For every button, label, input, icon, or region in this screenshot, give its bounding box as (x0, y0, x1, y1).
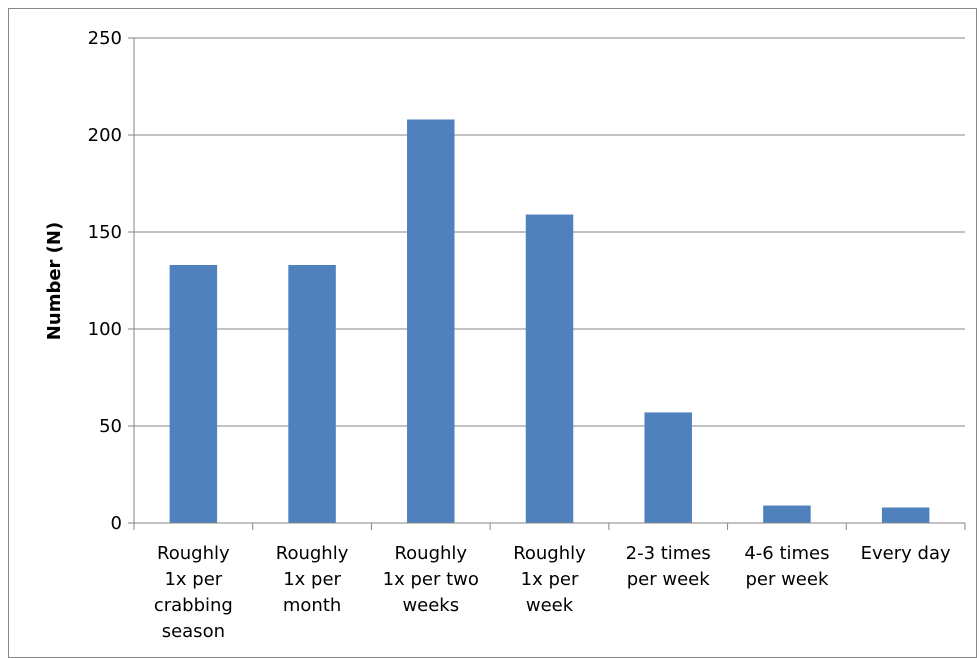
y-tick-label: 250 (88, 28, 122, 49)
y-tick-label: 50 (99, 416, 122, 437)
x-category-labels: Roughly 1x per crabbing season Roughly 1x per… (154, 543, 951, 642)
bar (763, 505, 811, 523)
y-tick-label: 100 (88, 319, 122, 340)
y-axis-title: Number (N) (44, 222, 65, 340)
x-category-label: Roughly 1x per month (276, 543, 349, 616)
bar (169, 264, 218, 523)
x-category-label: Roughly 1x per two weeks (383, 543, 479, 616)
y-tick-label: 200 (88, 125, 122, 146)
bar (525, 214, 574, 524)
x-category-label: 4-6 times per week (744, 543, 829, 590)
y-tick-label: 0 (111, 513, 122, 534)
x-category-label: Roughly 1x per crabbing season (154, 543, 233, 642)
x-category-label: Every day (861, 543, 951, 564)
axes (133, 38, 966, 530)
bars (169, 119, 930, 524)
bar (881, 507, 930, 523)
bar (407, 119, 455, 523)
y-tick-label: 150 (88, 222, 122, 243)
x-category-label: Roughly 1x per week (513, 543, 586, 616)
x-category-label: 2-3 times per week (626, 543, 711, 590)
bar (288, 264, 336, 523)
bar (644, 412, 692, 523)
chart-frame (8, 8, 977, 658)
y-tick-labels: 0 50 100 150 200 250 (88, 28, 122, 534)
